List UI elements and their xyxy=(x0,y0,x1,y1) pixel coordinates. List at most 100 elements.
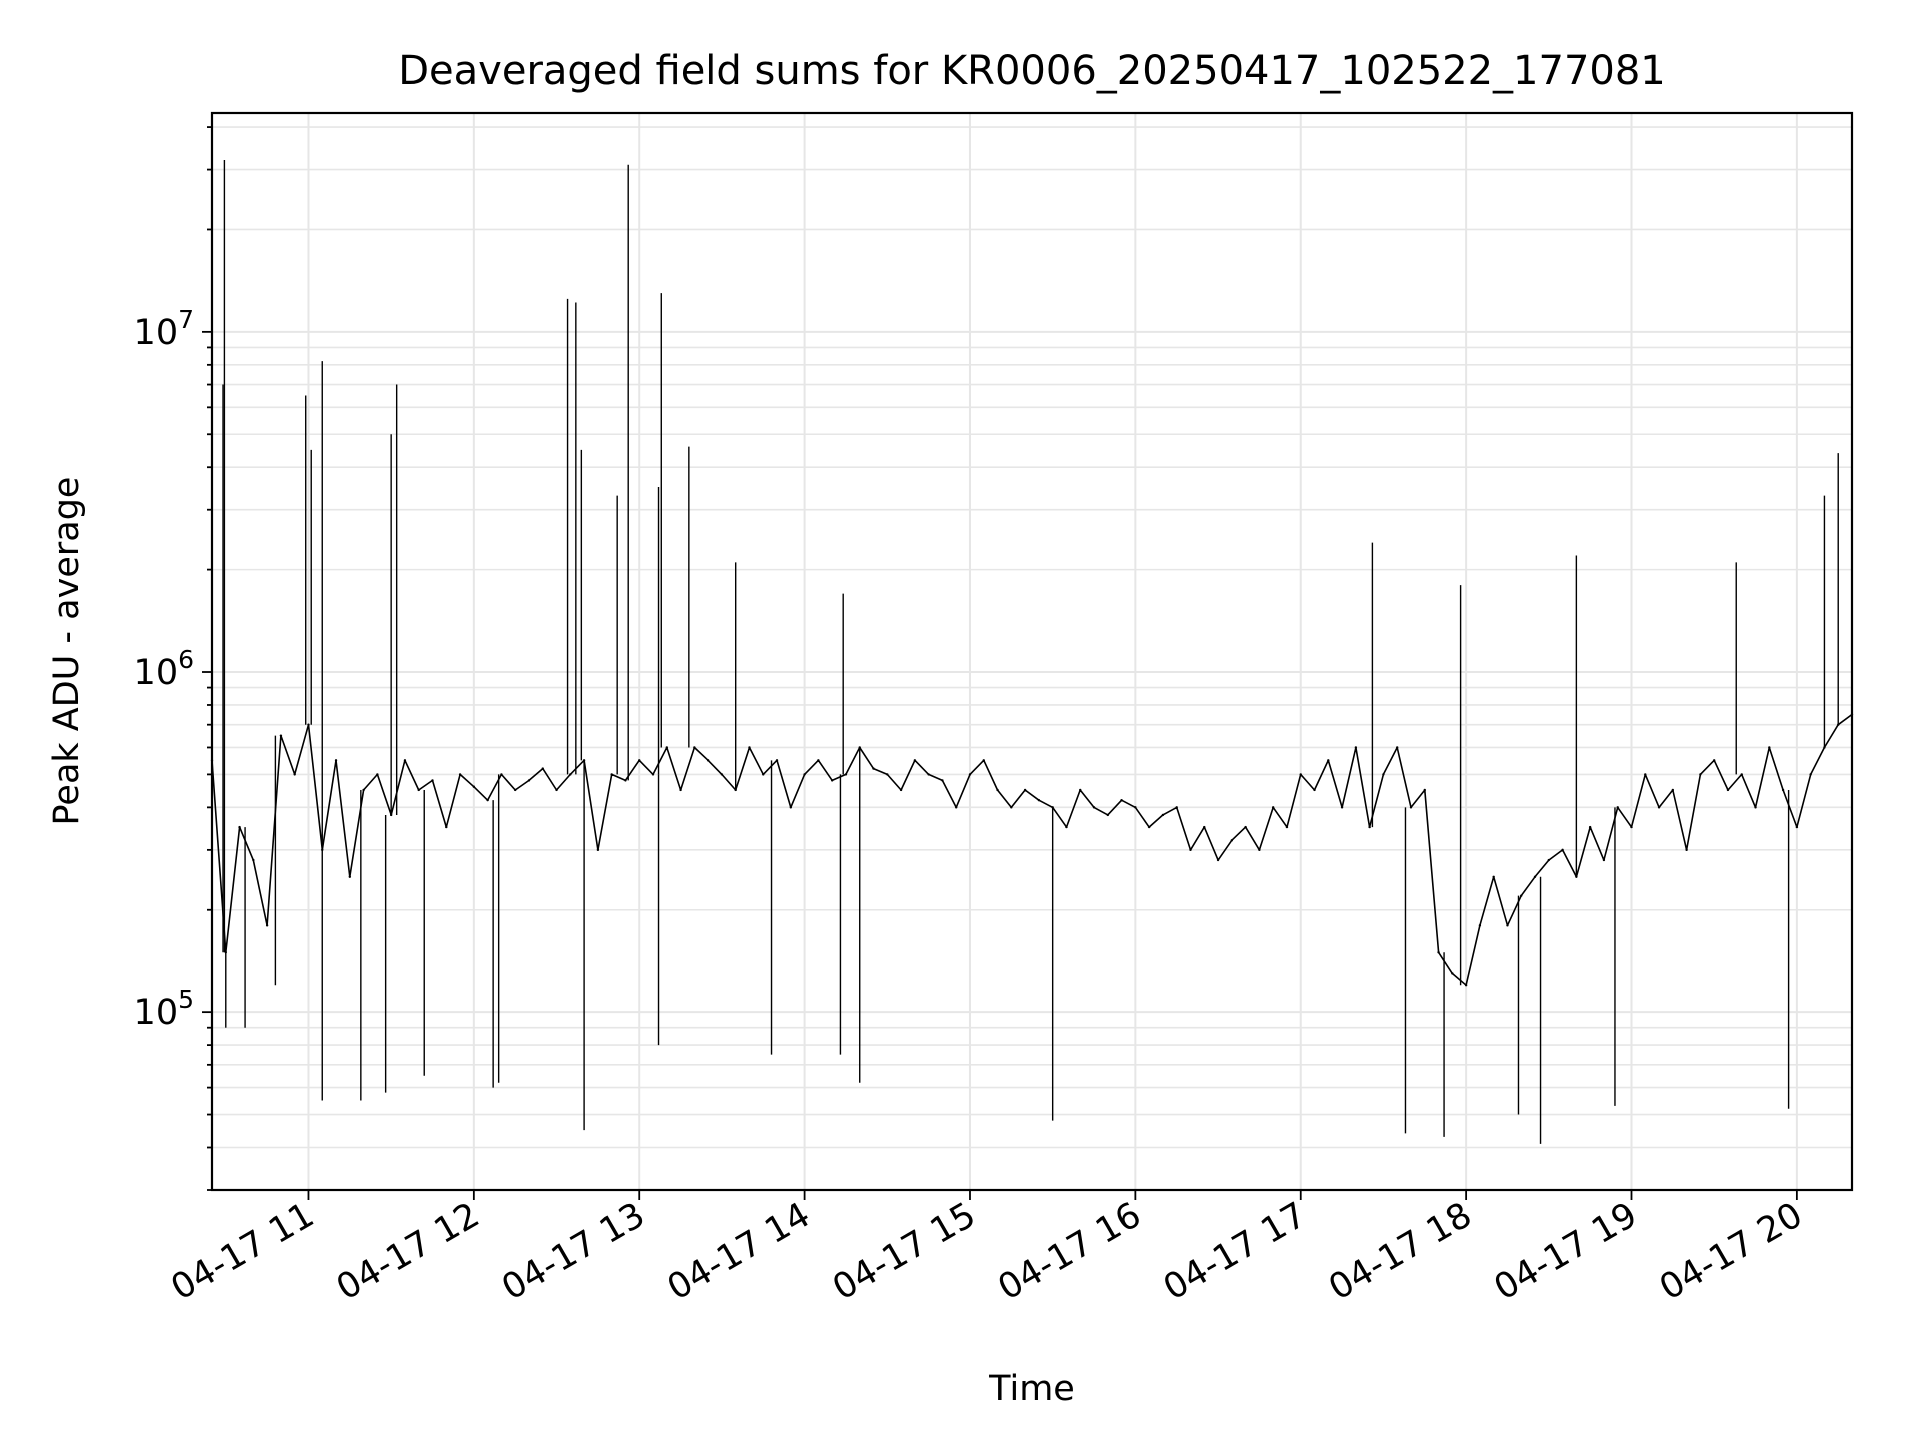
data-point xyxy=(1506,924,1509,927)
data-point xyxy=(1161,813,1165,817)
data-point xyxy=(293,773,296,776)
data-point xyxy=(1451,972,1454,975)
series-line xyxy=(211,713,1853,987)
data-point xyxy=(762,773,765,776)
data-point xyxy=(1340,806,1344,809)
y-tick-label: 106 xyxy=(134,645,194,693)
data-point xyxy=(1023,788,1027,792)
data-point xyxy=(1230,839,1234,842)
y-axis-label: Peak ADU - average xyxy=(47,477,87,826)
data-point xyxy=(775,759,779,762)
data-point xyxy=(348,875,352,878)
data-point xyxy=(513,788,517,792)
data-point xyxy=(376,773,379,776)
data-point xyxy=(1216,858,1220,862)
data-point xyxy=(1423,788,1426,792)
data-point xyxy=(1354,746,1358,749)
data-point xyxy=(1781,788,1785,792)
data-point xyxy=(500,773,503,776)
data-point xyxy=(1189,848,1192,852)
data-point xyxy=(1409,806,1413,809)
data-point xyxy=(1092,806,1096,809)
data-point xyxy=(1644,773,1647,776)
data-point xyxy=(941,779,944,782)
data-point xyxy=(1285,825,1289,829)
data-point xyxy=(706,759,710,762)
data-point xyxy=(610,773,613,776)
data-point xyxy=(1616,806,1619,809)
data-point xyxy=(1147,825,1151,829)
data-point xyxy=(817,759,820,762)
data-point xyxy=(403,759,407,762)
data-point xyxy=(720,773,724,776)
data-point xyxy=(596,848,600,852)
x-axis-label: Time xyxy=(988,1369,1075,1409)
data-point xyxy=(1258,848,1261,852)
y-axis: 105 106 107 xyxy=(134,126,212,1191)
data-point xyxy=(431,779,434,782)
data-point xyxy=(1712,759,1716,762)
data-point xyxy=(1037,798,1041,802)
data-point xyxy=(665,746,668,749)
data-point xyxy=(1175,806,1178,809)
data-point xyxy=(830,779,834,782)
data-point xyxy=(458,773,462,776)
plot-frame xyxy=(210,111,1854,1192)
data-point xyxy=(1547,858,1551,862)
y-tick-label: 107 xyxy=(134,305,194,353)
data-point xyxy=(1685,848,1688,852)
data-point xyxy=(265,924,269,927)
data-point xyxy=(1244,825,1247,829)
data-point xyxy=(1699,773,1702,776)
data-point xyxy=(1768,746,1771,749)
data-point xyxy=(886,773,889,776)
data-point xyxy=(362,788,365,792)
grid-layer xyxy=(212,113,1852,1191)
data-point xyxy=(899,788,903,792)
data-point xyxy=(1671,788,1675,792)
data-point xyxy=(445,825,448,829)
data-point xyxy=(1588,825,1592,829)
data-point xyxy=(1561,848,1564,852)
data-point xyxy=(1299,773,1302,776)
data-point xyxy=(913,759,917,762)
data-point xyxy=(486,798,489,802)
data-point xyxy=(638,759,641,762)
data-point xyxy=(1740,773,1743,776)
data-point xyxy=(334,759,338,762)
data-point xyxy=(679,788,682,792)
data-point xyxy=(1754,806,1757,809)
data-point xyxy=(748,746,751,749)
data-point xyxy=(803,773,806,776)
data-point xyxy=(1313,788,1316,792)
data-point xyxy=(238,825,241,829)
data-point xyxy=(1203,825,1206,829)
data-point xyxy=(1106,813,1109,817)
data-point xyxy=(1010,806,1013,809)
data-point xyxy=(1327,759,1330,762)
data-point xyxy=(1079,788,1082,792)
data-point xyxy=(789,806,793,809)
data-point xyxy=(1795,825,1799,829)
data-point xyxy=(968,773,972,776)
data-point xyxy=(927,773,930,776)
data-point xyxy=(1065,825,1068,829)
data-point xyxy=(1271,806,1275,809)
data-point xyxy=(555,788,558,792)
data-point xyxy=(1657,806,1661,809)
data-point xyxy=(1396,746,1399,749)
data-point xyxy=(307,723,310,726)
data-point xyxy=(1809,773,1812,776)
data-point xyxy=(527,779,531,782)
data-point xyxy=(1533,875,1537,878)
data-point xyxy=(279,734,283,737)
data-point xyxy=(1437,951,1440,954)
data-point xyxy=(1726,788,1730,792)
data-point xyxy=(693,746,696,749)
data-point xyxy=(1120,798,1123,802)
data-point xyxy=(624,779,627,782)
data-point xyxy=(1478,924,1482,927)
